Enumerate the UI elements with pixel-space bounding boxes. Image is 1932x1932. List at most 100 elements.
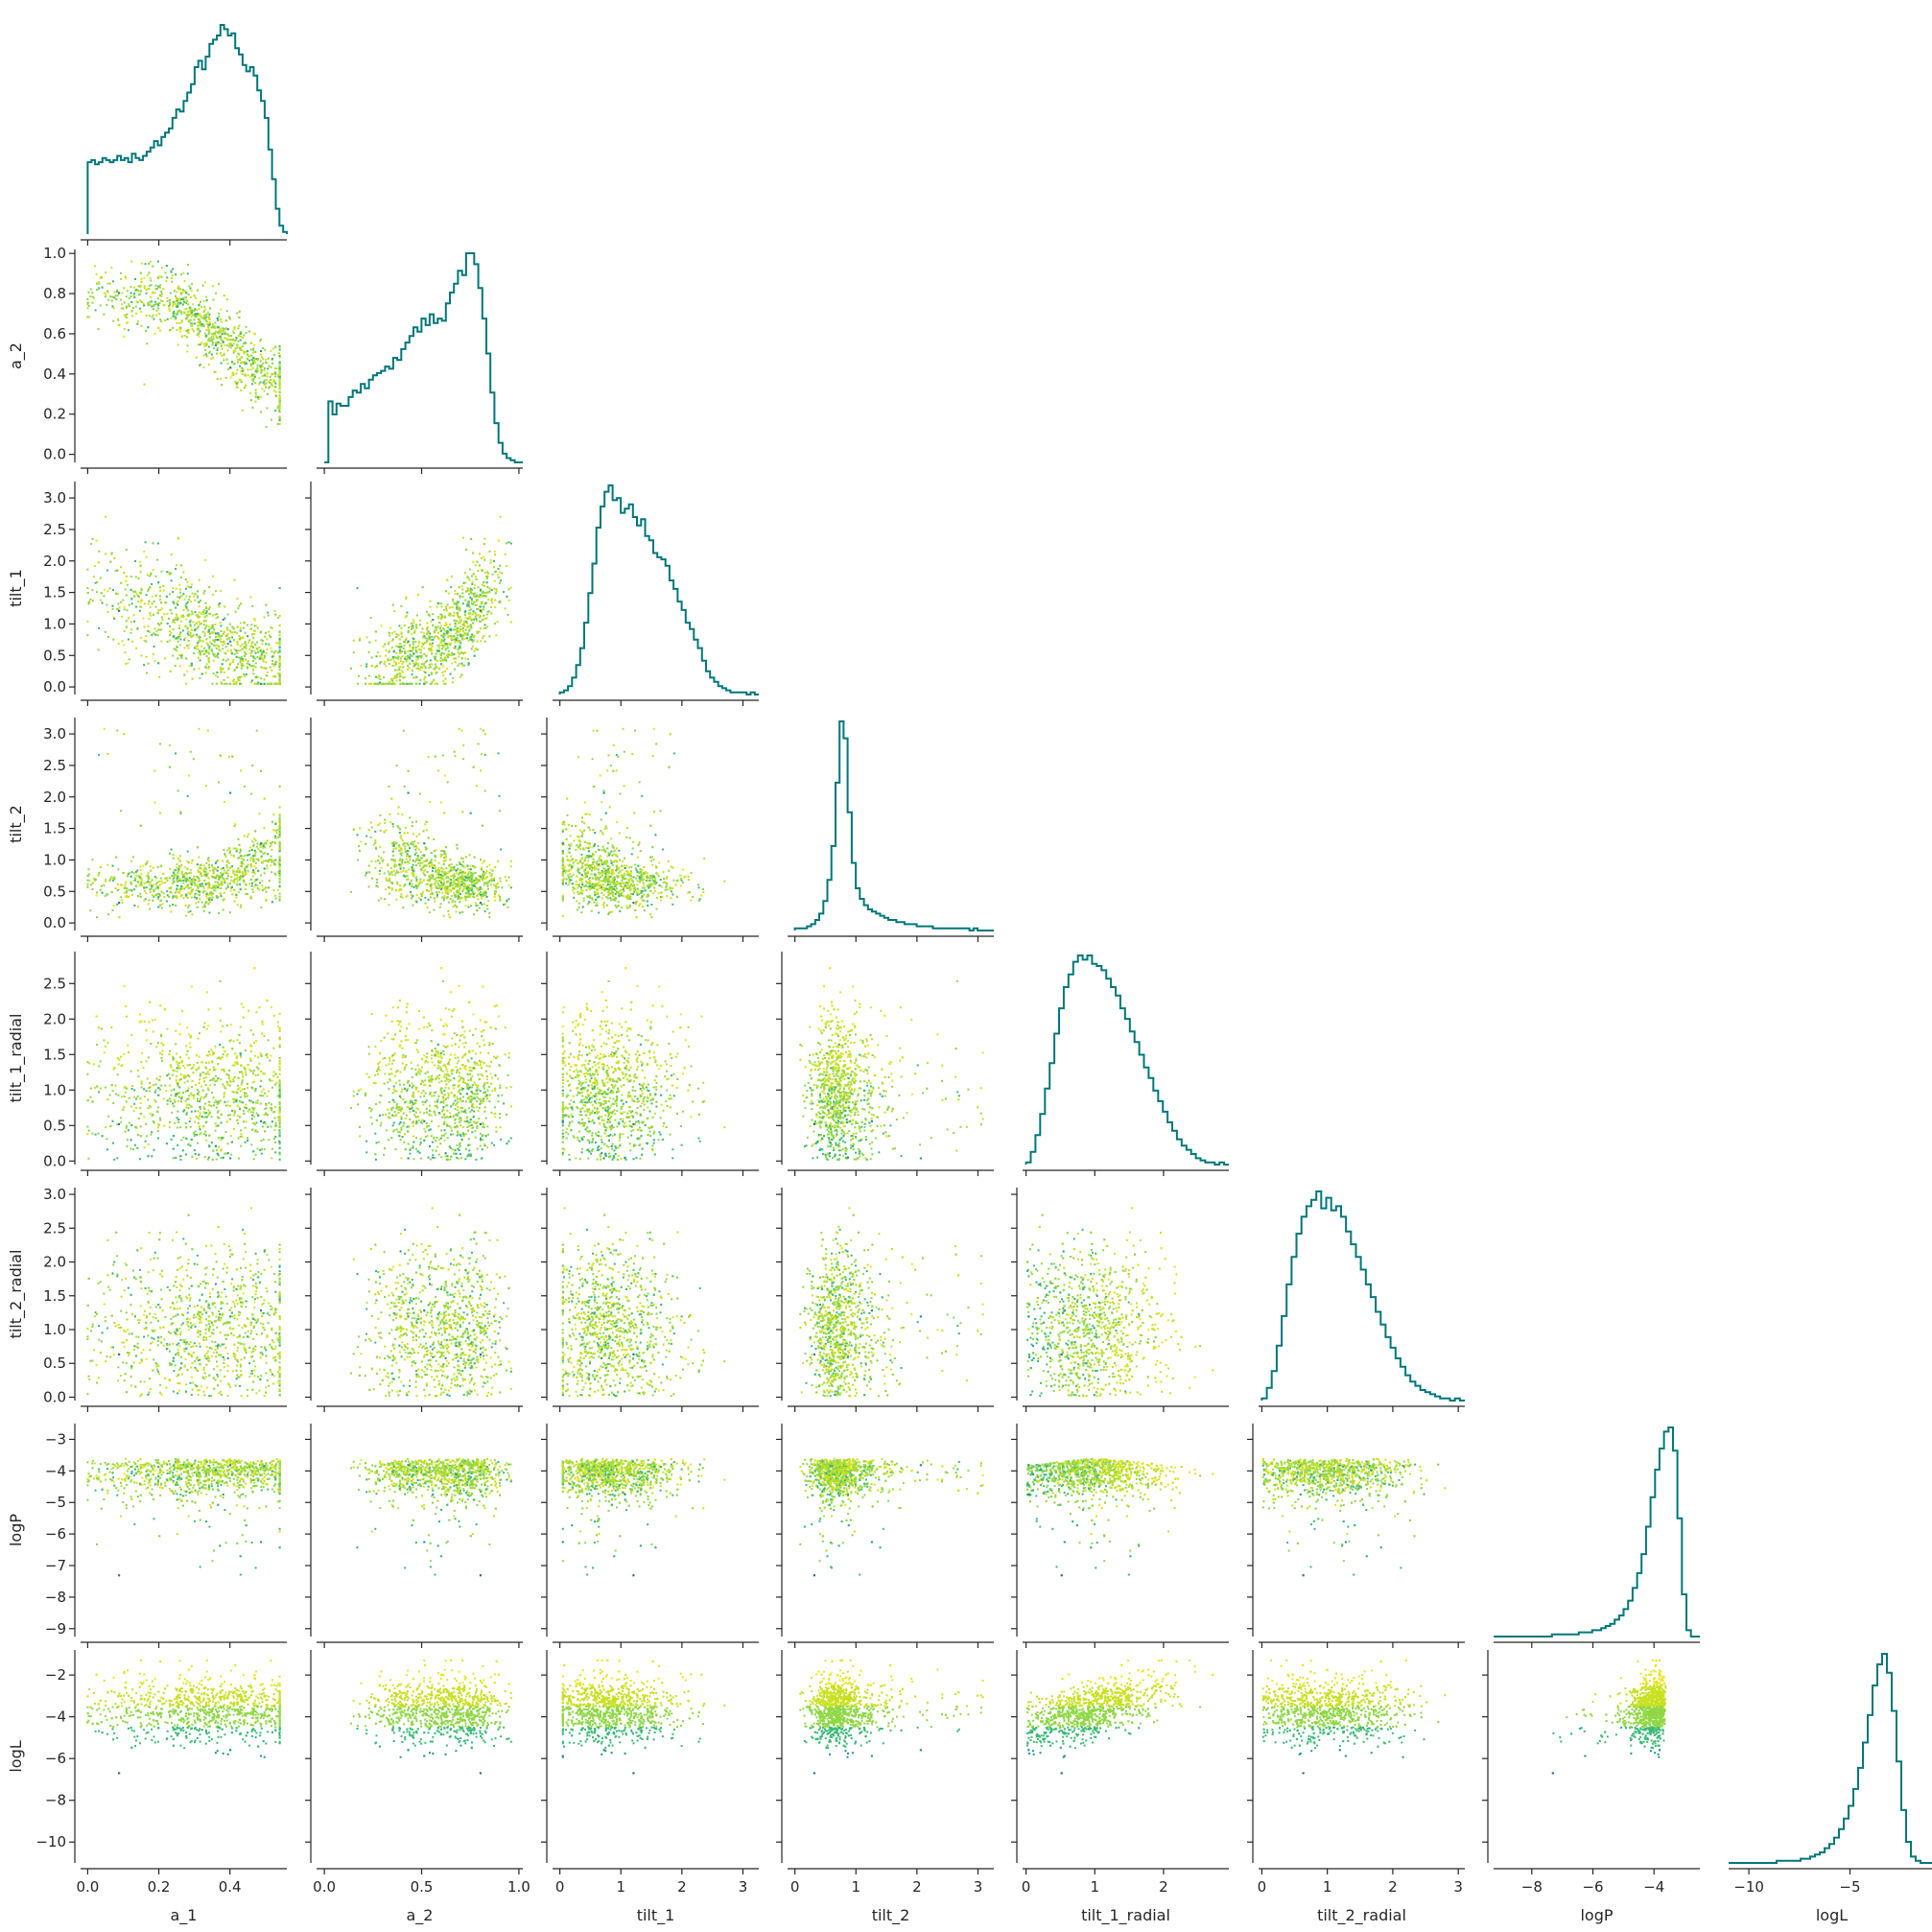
- scatter-point: [453, 601, 455, 602]
- scatter-point: [224, 671, 225, 673]
- scatter-point: [477, 570, 479, 572]
- scatter-point: [189, 307, 191, 309]
- scatter-point: [178, 627, 180, 629]
- scatter-point: [101, 592, 103, 594]
- scatter-point: [271, 670, 272, 671]
- scatter-point: [388, 643, 389, 645]
- scatter-point: [210, 338, 212, 340]
- scatter-point: [151, 888, 153, 890]
- scatter-point: [160, 628, 162, 630]
- scatter-point: [419, 679, 421, 681]
- scatter-point: [242, 345, 244, 347]
- scatter-point: [224, 869, 225, 871]
- scatter-point: [191, 322, 193, 324]
- scatter-point: [144, 287, 146, 289]
- scatter-point: [153, 867, 154, 869]
- scatter-point: [247, 860, 248, 861]
- scatter-point: [222, 333, 224, 335]
- scatter-point: [203, 366, 205, 368]
- scatter-point: [480, 610, 482, 612]
- scatter-point: [403, 683, 405, 685]
- scatter-point: [131, 315, 133, 317]
- scatter-point: [260, 631, 262, 633]
- scatter-point: [205, 607, 207, 609]
- scatter-point: [225, 646, 227, 648]
- scatter-point: [189, 877, 191, 879]
- scatter-point: [359, 638, 361, 640]
- scatter-point: [188, 775, 190, 777]
- scatter-point: [279, 419, 281, 421]
- scatter-point: [134, 591, 136, 593]
- scatter-point: [274, 663, 276, 665]
- scatter-point: [204, 666, 206, 668]
- scatter-point: [159, 609, 161, 611]
- scatter-point: [421, 646, 423, 648]
- scatter-point: [155, 576, 157, 577]
- scatter-point: [468, 640, 470, 642]
- scatter-point: [471, 600, 473, 601]
- scatter-point: [230, 649, 232, 651]
- scatter-point: [131, 871, 133, 873]
- scatter-point: [106, 604, 107, 606]
- scatter-point: [180, 298, 182, 300]
- scatter-point: [255, 625, 257, 627]
- scatter-point: [379, 682, 381, 684]
- scatter-point: [172, 327, 174, 329]
- scatter-point: [185, 606, 187, 608]
- scatter-point: [241, 665, 243, 667]
- scatter-point: [162, 585, 164, 587]
- scatter-point: [244, 655, 246, 657]
- scatter-point: [224, 344, 225, 346]
- scatter-point: [160, 601, 162, 603]
- scatter-point: [130, 622, 132, 624]
- scatter-point: [154, 301, 156, 303]
- scatter-point: [461, 592, 463, 594]
- scatter-point: [125, 277, 127, 279]
- scatter-point: [184, 866, 186, 868]
- scatter-point: [209, 606, 211, 608]
- scatter-point: [500, 579, 502, 581]
- scatter-point: [190, 288, 192, 290]
- scatter-point: [443, 645, 445, 647]
- scatter-point: [88, 601, 90, 603]
- scatter-point: [274, 367, 276, 369]
- scatter-point: [272, 381, 274, 383]
- scatter-point: [487, 599, 489, 601]
- scatter-point: [260, 683, 262, 685]
- scatter-point: [160, 623, 162, 624]
- scatter-point: [395, 652, 397, 654]
- scatter-point: [440, 606, 442, 608]
- scatter-point: [279, 663, 281, 665]
- scatter-point: [234, 825, 236, 827]
- scatter-point: [176, 874, 177, 876]
- scatter-point: [443, 609, 445, 611]
- scatter-point: [467, 618, 469, 620]
- scatter-point: [110, 876, 112, 878]
- scatter-point: [279, 893, 281, 895]
- scatter-point: [188, 892, 190, 894]
- scatter-point: [260, 350, 262, 352]
- scatter-point: [238, 657, 240, 659]
- scatter-point: [215, 331, 217, 333]
- scatter-point: [446, 645, 448, 647]
- scatter-point: [262, 659, 264, 661]
- scatter-point: [421, 631, 423, 633]
- scatter-point: [168, 618, 170, 620]
- scatter-point: [252, 367, 254, 369]
- scatter-point: [255, 663, 257, 665]
- scatter-point: [402, 671, 404, 673]
- scatter-point: [208, 314, 210, 316]
- scatter-point: [274, 410, 276, 412]
- scatter-point: [244, 835, 246, 836]
- scatter-point: [399, 648, 401, 649]
- scatter-point: [401, 646, 403, 648]
- scatter-point: [463, 632, 465, 634]
- scatter-point: [425, 661, 427, 663]
- scatter-point: [277, 423, 279, 425]
- scatter-point: [399, 649, 401, 651]
- scatter-point: [182, 299, 184, 301]
- scatter-point: [464, 610, 466, 612]
- scatter-point: [270, 376, 271, 378]
- scatter-point: [484, 641, 486, 643]
- scatter-point: [500, 516, 502, 518]
